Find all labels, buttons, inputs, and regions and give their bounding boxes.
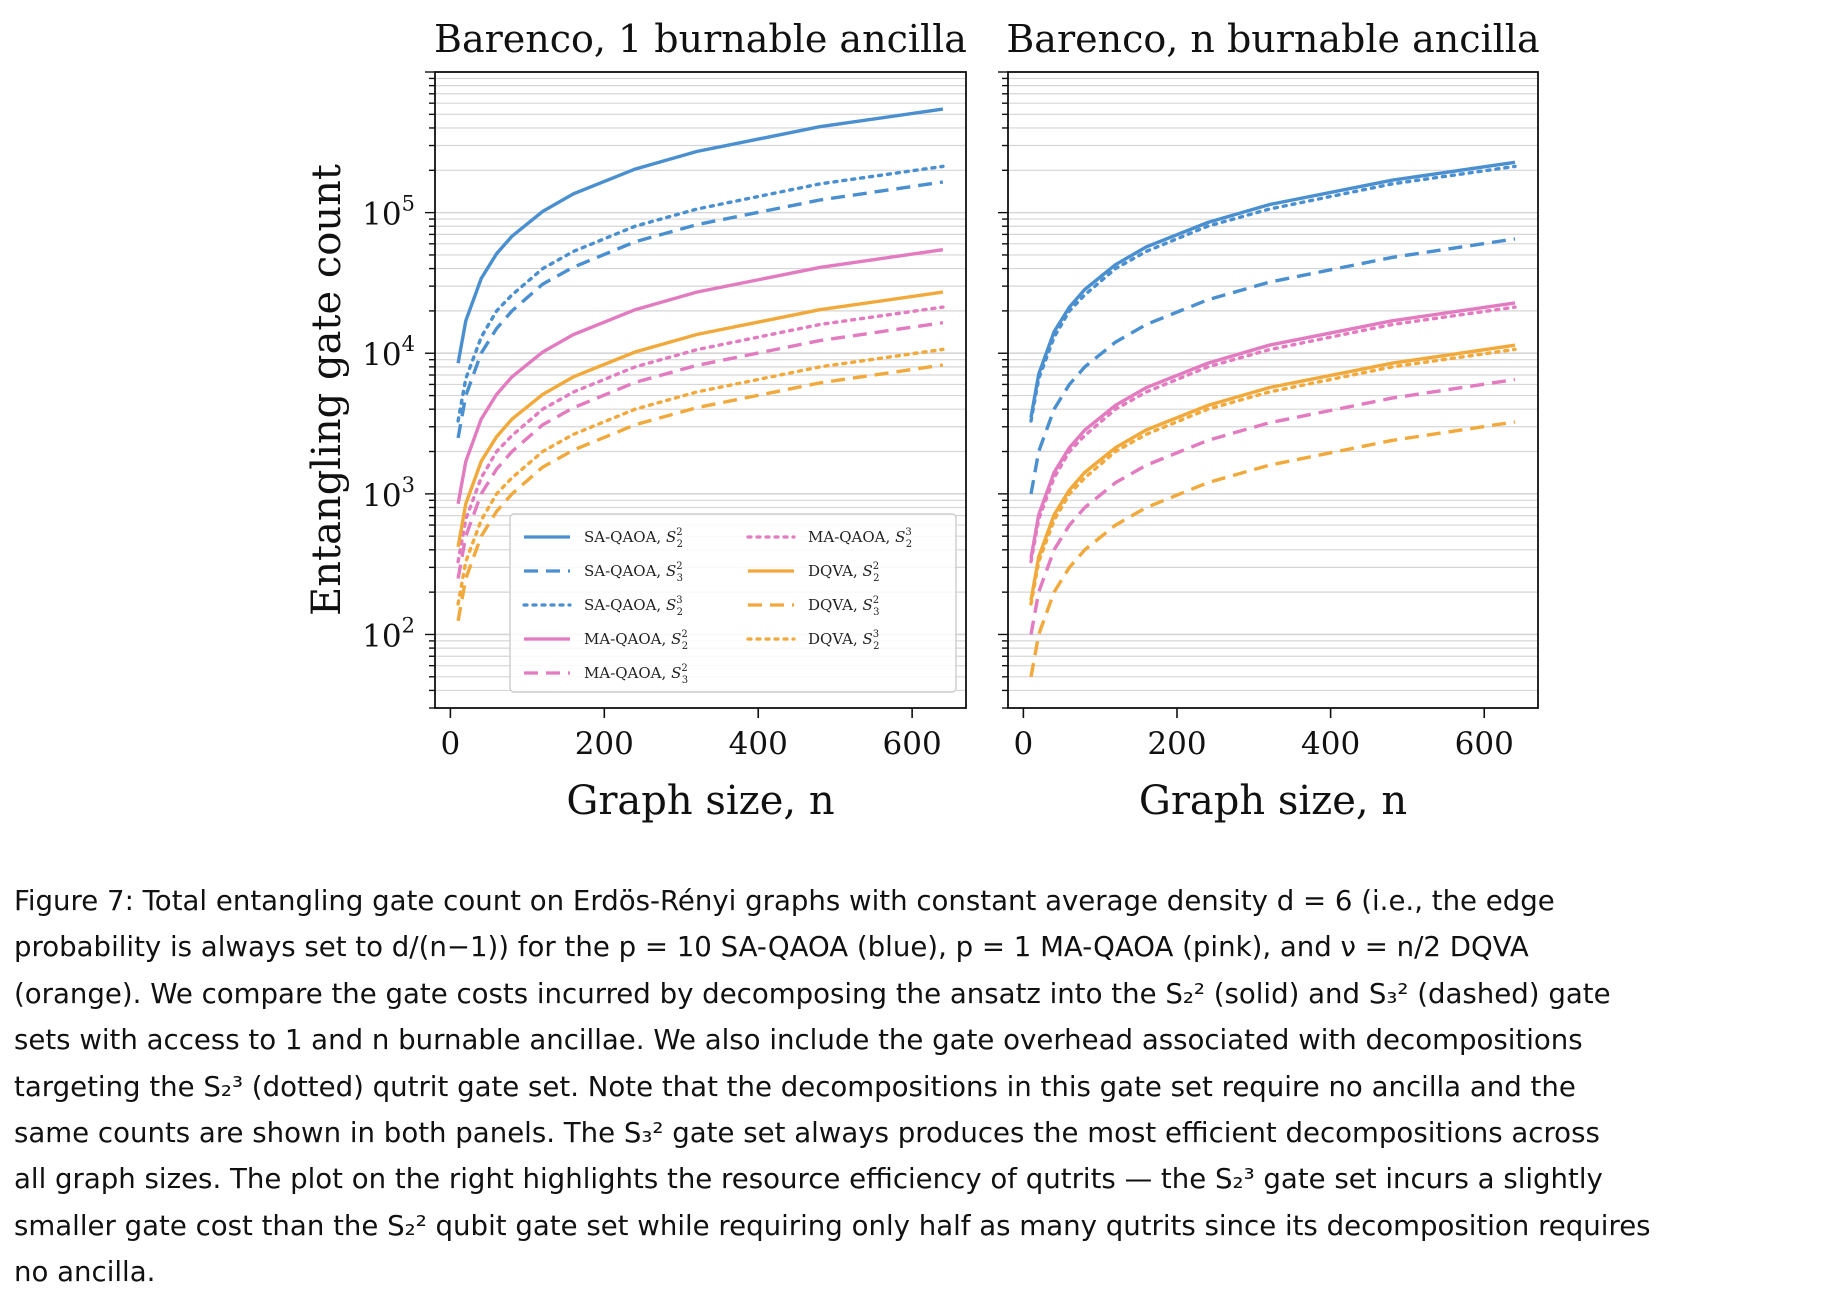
legend-box xyxy=(509,513,957,693)
chart-panel-2: 0 200 400 600 Barenco, n burnable ancilla Gra… xyxy=(998,17,1540,824)
chart-title: Barenco, n burnable ancilla xyxy=(1006,17,1539,61)
caption-line: sets with access to 1 and n burnable anc… xyxy=(14,1023,1583,1057)
caption-line: smaller gate cost than the S₂² qubit gat… xyxy=(14,1208,1651,1242)
y-tick-label: 105 xyxy=(362,192,415,233)
x-tick-label: 200 xyxy=(575,726,634,762)
x-tick-label: 0 xyxy=(441,726,461,762)
series-line xyxy=(1029,301,1516,559)
series-line xyxy=(456,363,944,622)
series-line xyxy=(456,164,945,423)
legend-label: DQVA, S3 2 xyxy=(808,629,880,652)
legend-label: DQVA, S2 3 xyxy=(808,595,880,618)
plot-frame xyxy=(1007,71,1539,709)
series-line xyxy=(1029,377,1516,635)
series-line xyxy=(456,107,944,364)
caption-line: Figure 7: Total entangling gate count on… xyxy=(14,884,1555,917)
caption-line: same counts are shown in both panels. Th… xyxy=(14,1116,1600,1150)
legend-label: SA-QAOA, S2 3 xyxy=(584,561,683,584)
caption-line: targeting the S₂³ (dotted) qutrit gate s… xyxy=(14,1069,1576,1103)
series-line xyxy=(456,180,944,439)
y-tick-label: 104 xyxy=(362,332,415,373)
y-tick-label: 103 xyxy=(362,473,415,514)
x-axis-label: Graph size, n xyxy=(566,778,834,824)
legend-label: SA-QAOA, S2 2 xyxy=(584,527,683,550)
caption-line: no ancilla. xyxy=(14,1255,156,1289)
series-line xyxy=(1029,164,1517,423)
x-axis-label: Graph size, n xyxy=(1139,778,1407,824)
series-line xyxy=(1029,420,1516,678)
chart-title: Barenco, 1 burnable ancilla xyxy=(434,17,967,61)
series-line xyxy=(456,347,945,606)
legend-label: MA-QAOA, S3 2 xyxy=(808,527,912,550)
chart-panel-1: 0 200 400 600 102 103 104 105 Barenco, 1 burnabl… xyxy=(304,17,967,824)
plot-frame xyxy=(434,71,967,709)
series-line xyxy=(456,321,944,579)
caption-line: probability is always set to d/(n−1)) fo… xyxy=(14,930,1529,964)
series-line xyxy=(456,305,945,564)
figure-caption: Figure 7: Total entangling gate count on… xyxy=(14,878,1832,1296)
legend-label: DQVA, S2 2 xyxy=(808,561,880,584)
series-line xyxy=(1029,305,1517,564)
caption-line: (orange). We compare the gate costs incu… xyxy=(14,976,1611,1010)
series-line xyxy=(1029,343,1516,601)
x-tick-label: 600 xyxy=(883,726,942,762)
x-tick-label: 0 xyxy=(1013,726,1033,762)
series-line xyxy=(1029,237,1516,495)
x-tick-label: 200 xyxy=(1147,726,1206,762)
x-tick-label: 600 xyxy=(1455,726,1514,762)
caption-line: all graph sizes. The plot on the right h… xyxy=(14,1162,1603,1196)
legend-label: MA-QAOA, S2 3 xyxy=(584,663,688,686)
y-tick-label: 102 xyxy=(362,613,415,654)
series-line xyxy=(456,290,944,548)
legend-label: MA-QAOA, S2 2 xyxy=(584,629,688,652)
figure-svg: 0 200 400 600 102 103 104 105 Barenco, 1 burnabl… xyxy=(304,17,1540,824)
x-tick-label: 400 xyxy=(729,726,788,762)
legend-label: SA-QAOA, S3 2 xyxy=(584,595,683,618)
series-line xyxy=(1029,347,1517,606)
legend: SA-QAOA, S2 2 SA-QAOA, S2 3 SA-QAOA, S3 2 MA-Q… xyxy=(509,513,957,693)
series-line xyxy=(456,248,944,505)
x-tick-label: 400 xyxy=(1301,726,1360,762)
figure-7: 0 200 400 600 102 103 104 105 Barenco, 1 burnabl… xyxy=(304,17,1540,824)
series-line xyxy=(1029,160,1516,418)
y-axis-label: Entangling gate count xyxy=(304,164,350,616)
